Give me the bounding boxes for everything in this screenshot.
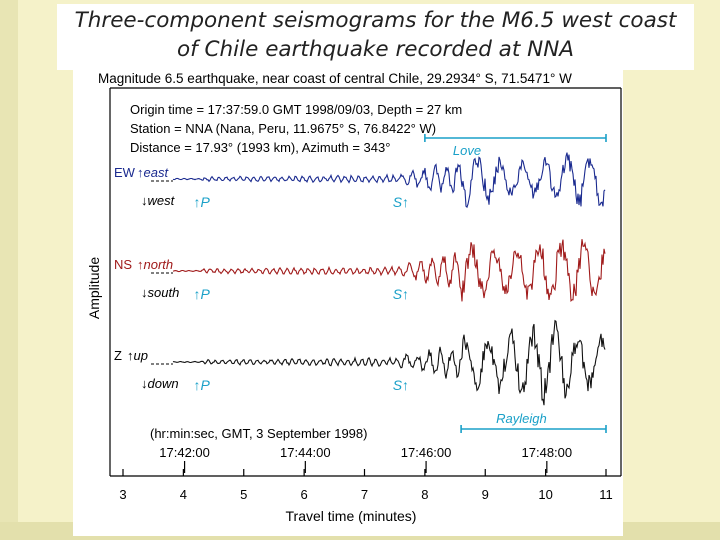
x-tick-label: 3: [119, 487, 126, 502]
time-ticks: 17:42:00 17:44:00 17:46:00 17:48:00: [159, 445, 572, 473]
component-down-label: ↓down: [141, 376, 179, 391]
trace-ns: [172, 239, 606, 303]
phase-markers: ↑P S↑ ↑P S↑ ↑P S↑: [193, 194, 409, 393]
time-tick-label: 17:44:00: [280, 445, 331, 460]
time-tick-label: 17:42:00: [159, 445, 210, 460]
time-tick-label: 17:46:00: [401, 445, 452, 460]
trace-z: [172, 319, 606, 406]
x-tick-label: 10: [538, 487, 552, 502]
slide-left-band: [0, 0, 18, 540]
trace-ew: [172, 152, 606, 209]
x-tick-label: 4: [180, 487, 187, 502]
info-distance: Distance = 17.93° (1993 km), Azimuth = 3…: [130, 140, 390, 155]
x-tick-label: 7: [361, 487, 368, 502]
slide-title-line-1: Three-component seismograms for the M6.5…: [74, 8, 677, 33]
component-name: EW: [114, 165, 136, 180]
x-axis-ticks: 3 4 5 6 7 8 9 10 11: [119, 469, 613, 502]
slide-title-line-2: of Chile earthquake recorded at NNA: [176, 37, 574, 62]
seismogram-figure: Magnitude 6.5 earthquake, near coast of …: [73, 66, 623, 536]
component-down-label: ↓west: [141, 193, 176, 208]
phase-s-marker: S↑: [393, 194, 409, 210]
phase-p-marker: ↑P: [193, 377, 210, 393]
phase-p-marker: ↑P: [193, 286, 210, 302]
chart-title: Magnitude 6.5 earthquake, near coast of …: [98, 71, 572, 86]
seismogram-chart: Magnitude 6.5 earthquake, near coast of …: [86, 71, 622, 524]
time-axis-label: (hr:min:sec, GMT, 3 September 1998): [150, 426, 367, 441]
component-up-label: ↑east: [137, 165, 169, 180]
component-up-label: ↑up: [127, 348, 148, 363]
component-down-label: ↓south: [141, 285, 179, 300]
x-axis-label: Travel time (minutes): [286, 508, 417, 524]
info-origin: Origin time = 17:37:59.0 GMT 1998/09/03,…: [130, 102, 462, 117]
wave-windows: Love Rayleigh: [424, 134, 607, 433]
y-axis-label: Amplitude: [86, 257, 102, 319]
rayleigh-window-label: Rayleigh: [496, 411, 547, 426]
x-tick-label: 9: [482, 487, 489, 502]
phase-s-marker: S↑: [393, 377, 409, 393]
phase-s-marker: S↑: [393, 286, 409, 302]
x-tick-label: 8: [421, 487, 428, 502]
x-tick-label: 6: [301, 487, 308, 502]
x-tick-label: 5: [240, 487, 247, 502]
info-station: Station = NNA (Nana, Peru, 11.9675° S, 7…: [130, 121, 436, 136]
love-window-label: Love: [453, 143, 481, 158]
phase-p-marker: ↑P: [193, 194, 210, 210]
component-name: NS: [114, 257, 132, 272]
component-up-label: ↑north: [137, 257, 173, 272]
component-name: Z: [114, 348, 122, 363]
component-labels: EW ↑east ↓west NS ↑north ↓south Z ↑up ↓down: [114, 165, 179, 391]
x-tick-label: 11: [599, 487, 613, 502]
slide-title-box: Three-component seismograms for the M6.5…: [57, 4, 694, 70]
traces: [151, 152, 606, 406]
time-tick-label: 17:48:00: [522, 445, 573, 460]
